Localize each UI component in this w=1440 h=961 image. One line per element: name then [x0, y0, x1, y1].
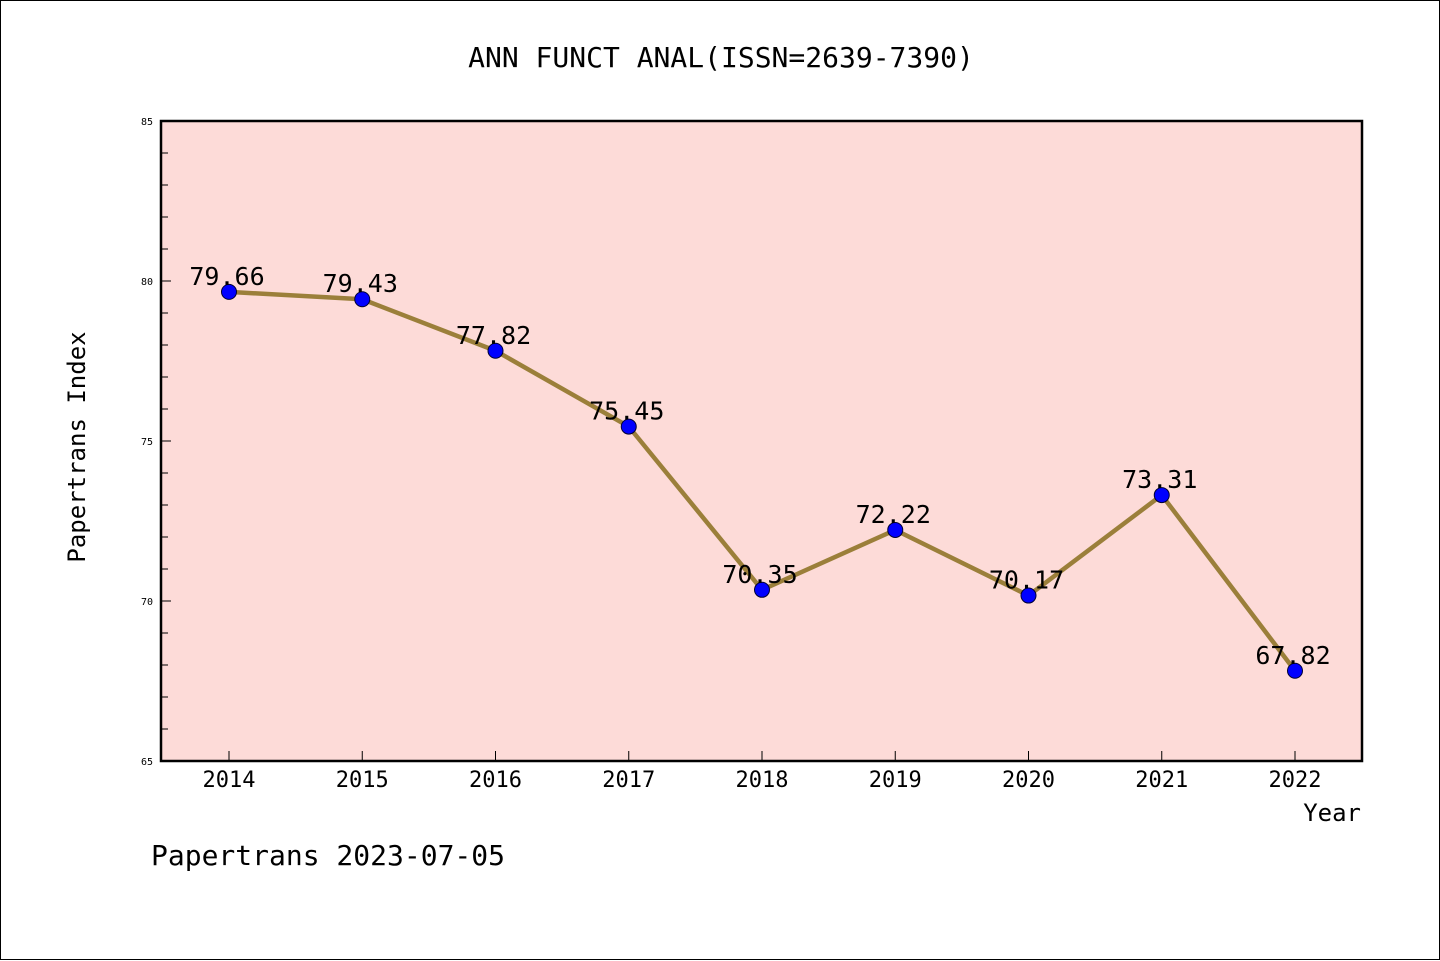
data-label: 77.82	[456, 321, 531, 350]
y-tick-label: 80	[141, 277, 153, 288]
data-label: 79.66	[189, 262, 264, 291]
data-point	[620, 418, 637, 435]
data-point	[221, 283, 237, 300]
x-tick-label: 2015	[336, 768, 389, 793]
x-axis-title: Year	[1303, 799, 1361, 827]
y-axis: 65 70 75 80 85	[141, 117, 171, 768]
y-tick-label: 65	[141, 757, 153, 768]
x-tick-label: 2014	[203, 768, 256, 793]
chart-title: ANN FUNCT ANAL(ISSN=2639-7390)	[468, 41, 974, 74]
x-tick-label: 2017	[602, 768, 655, 793]
data-label: 75.45	[589, 397, 664, 426]
series-group: 79.66 79.43 77.82 75.45 70.35 72.22 70.17 73.31…	[189, 262, 1331, 679]
data-label: 73.31	[1122, 465, 1197, 494]
data-point	[487, 342, 504, 359]
data-point	[754, 581, 770, 598]
x-tick-label: 2016	[469, 768, 522, 793]
y-tick-label: 85	[141, 117, 153, 128]
data-label: 70.17	[989, 566, 1064, 595]
data-label: 72.22	[856, 500, 931, 529]
data-label: 67.82	[1255, 641, 1330, 670]
x-tick-label: 2020	[1002, 768, 1055, 793]
data-point	[1020, 587, 1037, 604]
x-tick-label: 2022	[1269, 768, 1322, 793]
x-tick-label: 2021	[1135, 768, 1188, 793]
y-axis-title: Papertrans Index	[63, 331, 91, 562]
data-point	[1153, 487, 1170, 504]
data-label: 70.35	[722, 560, 797, 589]
data-point	[887, 521, 904, 538]
data-point	[354, 291, 371, 308]
data-label: 79.43	[323, 269, 398, 298]
data-point	[1287, 662, 1303, 679]
y-tick-label: 70	[141, 597, 153, 608]
y-tick-label: 75	[141, 437, 153, 448]
x-tick-label: 2018	[736, 768, 789, 793]
x-axis: 2014 2015 2016 2017 2018 2019 2020 2021 2022	[203, 751, 1322, 793]
footer-text: Papertrans 2023-07-05	[151, 839, 505, 872]
plot-area	[159, 119, 1364, 763]
x-tick-label: 2019	[869, 768, 922, 793]
